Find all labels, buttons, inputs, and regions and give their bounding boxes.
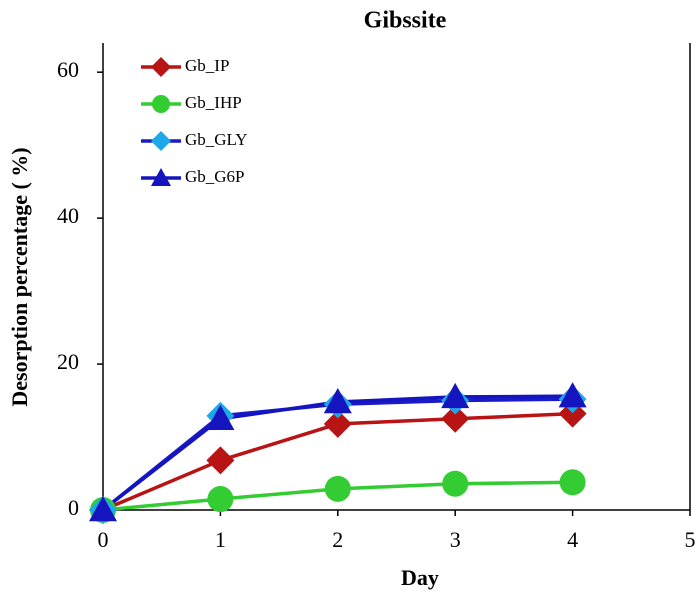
x-tick-label: 4 — [567, 527, 578, 552]
y-tick-label: 60 — [57, 57, 79, 82]
marker — [559, 469, 586, 496]
x-tick-label: 0 — [98, 527, 109, 552]
marker — [152, 95, 170, 113]
y-tick-label: 40 — [57, 203, 79, 228]
marker — [441, 404, 470, 433]
marker — [207, 486, 234, 513]
x-tick-label: 3 — [450, 527, 461, 552]
marker — [323, 409, 352, 438]
x-tick-label: 2 — [332, 527, 343, 552]
legend-label: Gb_G6P — [185, 167, 245, 186]
legend-label: Gb_IHP — [185, 93, 242, 112]
marker — [151, 57, 171, 77]
legend-label: Gb_IP — [185, 56, 229, 75]
marker — [558, 382, 587, 408]
x-tick-label: 1 — [215, 527, 226, 552]
y-tick-label: 20 — [57, 349, 79, 374]
marker — [442, 470, 469, 497]
marker — [151, 131, 171, 151]
legend-label: Gb_GLY — [185, 130, 248, 149]
marker — [89, 496, 117, 522]
y-axis-label: Desorption percentage ( %) — [7, 147, 32, 406]
marker — [206, 404, 235, 430]
marker — [151, 168, 171, 186]
marker — [324, 475, 351, 502]
y-tick-label: 0 — [68, 495, 79, 520]
marker — [441, 382, 470, 409]
marker — [206, 446, 235, 475]
x-axis-label: Day — [401, 565, 439, 590]
x-tick-label: 5 — [685, 527, 696, 552]
chart-title: Gibssite — [364, 8, 447, 34]
marker — [323, 388, 352, 414]
